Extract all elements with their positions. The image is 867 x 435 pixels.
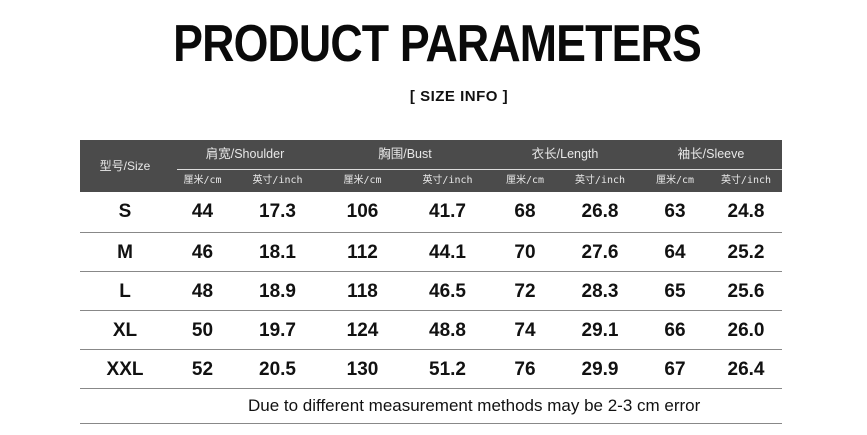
value-cell: 64 bbox=[664, 242, 686, 263]
value-cell: 76 bbox=[514, 359, 536, 380]
value-cell: 46 bbox=[191, 242, 214, 263]
value-cell: 74 bbox=[514, 320, 536, 341]
value-cell: 66 bbox=[664, 320, 686, 341]
value-cell: 44.1 bbox=[429, 242, 466, 263]
value-cell: 26.4 bbox=[727, 359, 765, 380]
unit-header: 厘米/cm bbox=[343, 175, 382, 186]
group-header-length: 衣长/Length bbox=[531, 147, 599, 161]
value-cell: 46.5 bbox=[429, 281, 466, 302]
table-row: XXL 52 20.5 130 51.2 76 29.9 67 26.4 bbox=[80, 350, 782, 389]
value-cell: 18.9 bbox=[259, 281, 296, 302]
size-header: 型号/Size bbox=[99, 159, 151, 173]
unit-header: 厘米/cm bbox=[655, 175, 695, 186]
group-header-shoulder: 肩宽/Shoulder bbox=[205, 147, 285, 161]
unit-headers: 厘米/cm 英寸/inch 厘米/cm 英寸/inch 厘米/cm 英寸/inc… bbox=[170, 170, 782, 192]
table-header: 型号/Size 肩宽/Shoulder 胸围/Bust 衣长/Length 袖长… bbox=[80, 140, 782, 192]
table-row: XL 50 19.7 124 48.8 74 29.1 66 26.0 bbox=[80, 311, 782, 350]
value-cell: 50 bbox=[191, 320, 214, 341]
table-body: S 44 17.3 106 41.7 68 26.8 63 24.8 M 46 18.1 112 44.1… bbox=[80, 192, 782, 389]
unit-header: 英寸/inch bbox=[422, 175, 473, 186]
unit-header: 厘米/cm bbox=[505, 175, 545, 186]
value-cell: 29.9 bbox=[581, 359, 619, 380]
unit-header: 英寸/inch bbox=[252, 175, 303, 186]
value-cell: 44 bbox=[191, 201, 214, 222]
group-headers: 肩宽/Shoulder 胸围/Bust 衣长/Length 袖长/Sleeve bbox=[170, 140, 782, 166]
value-cell: 48.8 bbox=[429, 320, 466, 341]
value-cell: 112 bbox=[347, 242, 378, 263]
size-cell: XXL bbox=[106, 359, 144, 380]
value-cell: 51.2 bbox=[429, 359, 466, 380]
size-cell: S bbox=[118, 201, 132, 222]
value-cell: 25.6 bbox=[727, 281, 765, 302]
value-cell: 130 bbox=[346, 359, 379, 380]
value-cell: 124 bbox=[346, 320, 379, 341]
value-cell: 29.1 bbox=[581, 320, 619, 341]
value-cell: 68 bbox=[514, 201, 536, 222]
value-cell: 25.2 bbox=[727, 242, 765, 263]
value-cell: 27.6 bbox=[581, 242, 619, 263]
page-title: PRODUCT PARAMETERS bbox=[173, 15, 702, 73]
unit-header: 厘米/cm bbox=[183, 175, 222, 186]
unit-header: 英寸/inch bbox=[574, 175, 626, 186]
value-cell: 118 bbox=[347, 281, 378, 302]
header-divider bbox=[177, 169, 782, 170]
value-cell: 28.3 bbox=[581, 281, 619, 302]
value-cell: 20.5 bbox=[259, 359, 296, 380]
value-cell: 41.7 bbox=[429, 201, 466, 222]
group-header-sleeve: 袖长/Sleeve bbox=[677, 147, 745, 161]
value-cell: 19.7 bbox=[259, 320, 296, 341]
table-row: M 46 18.1 112 44.1 70 27.6 64 25.2 bbox=[80, 233, 782, 272]
value-cell: 48 bbox=[191, 281, 214, 302]
group-header-bust: 胸围/Bust bbox=[378, 147, 432, 161]
size-cell: M bbox=[117, 242, 133, 263]
value-cell: 17.3 bbox=[259, 201, 296, 222]
value-cell: 63 bbox=[664, 201, 686, 222]
value-cell: 52 bbox=[191, 359, 214, 380]
size-cell: XL bbox=[112, 320, 138, 341]
value-cell: 65 bbox=[664, 281, 686, 302]
value-cell: 72 bbox=[514, 281, 536, 302]
subtitle: [ SIZE INFO ] bbox=[409, 88, 509, 105]
size-cell: L bbox=[119, 281, 131, 302]
unit-header: 英寸/inch bbox=[720, 175, 772, 186]
value-cell: 26.0 bbox=[727, 320, 765, 341]
value-cell: 70 bbox=[514, 242, 536, 263]
value-cell: 26.8 bbox=[581, 201, 619, 222]
value-cell: 67 bbox=[664, 359, 686, 380]
value-cell: 24.8 bbox=[727, 201, 765, 222]
measurement-note: Due to different measurement methods may… bbox=[80, 389, 782, 424]
value-cell: 106 bbox=[346, 201, 379, 222]
table-row: S 44 17.3 106 41.7 68 26.8 63 24.8 bbox=[80, 192, 782, 233]
value-cell: 18.1 bbox=[259, 242, 296, 263]
size-table: 型号/Size 肩宽/Shoulder 胸围/Bust 衣长/Length 袖长… bbox=[80, 140, 782, 424]
table-row: L 48 18.9 118 46.5 72 28.3 65 25.6 bbox=[80, 272, 782, 311]
